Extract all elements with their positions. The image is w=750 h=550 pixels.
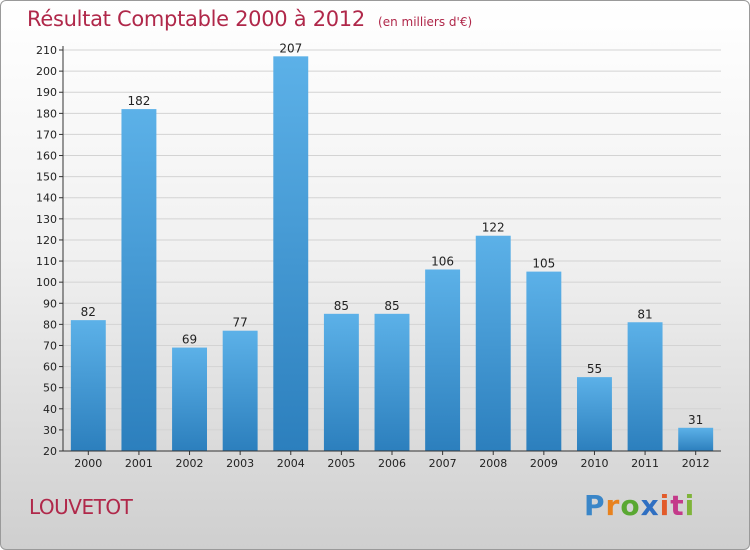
bar-2012: [678, 427, 714, 451]
bar-2002: [172, 347, 208, 451]
brand-letter: r: [605, 489, 621, 522]
y-tick-label: 130: [36, 213, 57, 226]
y-tick-label: 20: [43, 445, 57, 458]
data-label-2002: 69: [182, 333, 197, 347]
y-tick-label: 150: [36, 171, 57, 184]
x-tick-label-2004: 2004: [277, 457, 305, 470]
y-tick-label: 70: [43, 339, 57, 352]
bar-2005: [323, 313, 359, 451]
x-tick-label-2007: 2007: [429, 457, 457, 470]
data-label-2011: 81: [637, 307, 652, 321]
data-label-2006: 85: [384, 299, 399, 313]
bar-2004: [273, 56, 309, 452]
bar-2003: [222, 330, 258, 451]
y-tick-label: 180: [36, 107, 57, 120]
y-tick-label: 170: [36, 128, 57, 141]
bar-2009: [526, 271, 562, 451]
y-tick-label: 30: [43, 424, 57, 437]
y-tick-label: 140: [36, 192, 57, 205]
title-row: Résultat Comptable 2000 à 2012 (en milli…: [27, 7, 472, 31]
chart-title: Résultat Comptable 2000 à 2012: [27, 7, 365, 31]
bar-2010: [576, 377, 612, 451]
x-tick-label-2008: 2008: [479, 457, 507, 470]
data-label-2009: 105: [532, 257, 555, 271]
y-tick-label: 90: [43, 297, 57, 310]
axes: 20 30 40 50 60 70 80 90 100 110 120 130 140 150 160 170…: [36, 44, 721, 470]
y-tick-label: 50: [43, 382, 57, 395]
bar-2006: [374, 313, 410, 451]
brand-letter: o: [620, 489, 641, 522]
y-tick-label: 100: [36, 276, 57, 289]
bar-2007: [425, 269, 461, 451]
y-tick-label: 200: [36, 65, 57, 78]
data-label-2003: 77: [233, 316, 248, 330]
x-tick-label-2006: 2006: [378, 457, 406, 470]
data-label-2007: 106: [431, 254, 454, 268]
y-tick-label: 80: [43, 318, 57, 331]
data-label-2001: 182: [127, 94, 150, 108]
y-tick-label: 60: [43, 361, 57, 374]
data-label-2004: 207: [279, 41, 302, 55]
bar-2000: [70, 320, 106, 451]
x-tick-label-2000: 2000: [74, 457, 102, 470]
x-tick-label-2012: 2012: [682, 457, 710, 470]
x-tick-label-2009: 2009: [530, 457, 558, 470]
data-label-2010: 55: [587, 362, 602, 376]
x-tick-label-2001: 2001: [125, 457, 153, 470]
x-tick-label-2002: 2002: [176, 457, 204, 470]
bar-2001: [121, 109, 157, 452]
chart-subtitle: (en milliers d'€): [378, 15, 473, 29]
brand-logo: Proxiti: [584, 489, 695, 522]
brand-letter: P: [584, 489, 606, 522]
location-name: LOUVETOT: [29, 495, 133, 519]
data-label-2008: 122: [482, 221, 505, 235]
y-tick-label: 160: [36, 150, 57, 163]
x-tick-label-2003: 2003: [226, 457, 254, 470]
x-tick-label-2010: 2010: [580, 457, 608, 470]
y-tick-label: 110: [36, 255, 57, 268]
bar-2008: [475, 235, 511, 451]
brand-letter: i: [659, 489, 671, 522]
bars: 82 182 69 77 207 85 85 106 122 105 55 81 31: [70, 41, 714, 452]
data-label-2012: 31: [688, 413, 703, 427]
y-tick-label: 120: [36, 234, 57, 247]
bar-2011: [627, 322, 663, 451]
brand-letter: x: [640, 489, 660, 522]
y-tick-label: 40: [43, 403, 57, 416]
brand-letter: t: [670, 489, 685, 522]
x-tick-label-2011: 2011: [631, 457, 659, 470]
x-tick-label-2005: 2005: [327, 457, 355, 470]
y-tick-label: 210: [36, 44, 57, 57]
data-label-2005: 85: [334, 299, 349, 313]
data-label-2000: 82: [81, 305, 96, 319]
brand-letter: i: [684, 489, 696, 522]
y-tick-label: 190: [36, 86, 57, 99]
